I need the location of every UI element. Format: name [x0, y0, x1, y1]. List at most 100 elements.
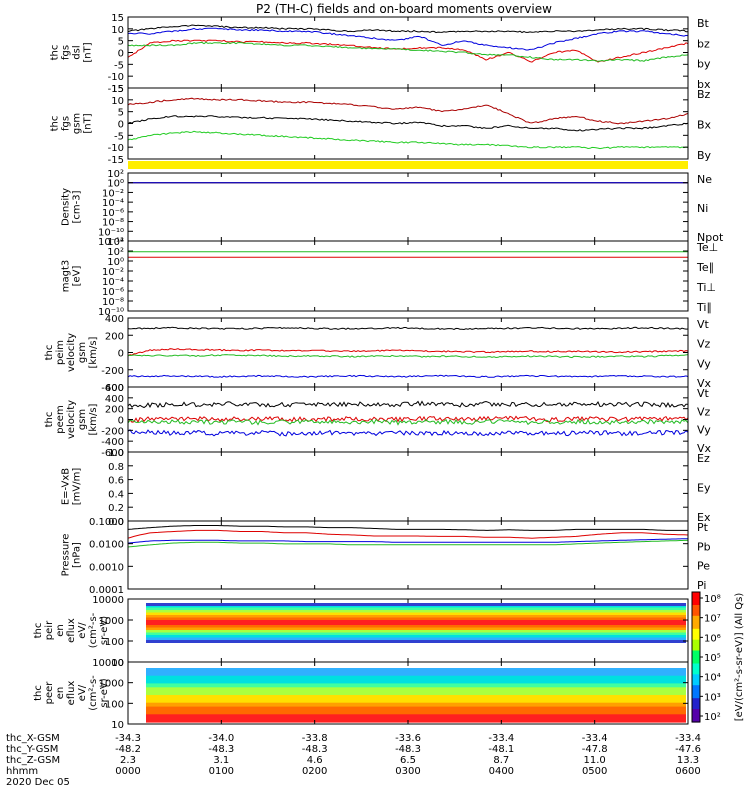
y-axis-label-line: dsl: [72, 45, 83, 59]
y-tick-label: -10: [108, 143, 124, 154]
footer-value: 4.6: [307, 755, 323, 766]
footer-value: -47.8: [582, 744, 608, 755]
legend-entry: by: [697, 58, 711, 71]
footer-date: 2020 Dec 05: [6, 777, 70, 788]
y-tick-label: 200: [105, 405, 124, 416]
y-axis-label: thc peer en eflux eV/(cm²-s-sr-eV): [33, 675, 110, 711]
y-axis-label-line: thc: [44, 345, 55, 361]
y-tick-label: 10⁻¹⁰: [98, 227, 124, 238]
panel-pressure: 0.1000 0.0100 0.0010 0.0001 Pressure [nPa] Pt P…: [61, 517, 711, 596]
heatmap-band: [146, 635, 686, 639]
y-axis-label-line: sr-eV): [99, 616, 110, 645]
footer-row-label: thc_X-GSM: [6, 733, 60, 744]
colorbar-segment: [692, 628, 700, 632]
y-tick-label: 10²: [107, 169, 124, 180]
colorbar-segment: [692, 620, 700, 623]
y-axis-label: Pressure [nPa]: [61, 534, 83, 577]
y-axis-label-line: [nPa]: [72, 542, 83, 568]
legend-entry: Ti⊥: [696, 281, 716, 294]
colorbar: 10⁸ 10⁷ 10⁶ 10⁵ 10⁴ 10³ 10² [eV/(cm²-s-sr-eV)] …: [691, 591, 745, 723]
footer-value: 8.7: [493, 755, 509, 766]
legend-entry: Vx: [697, 377, 712, 390]
legend-entry: Ex: [697, 511, 711, 524]
y-tick-label: -400: [101, 437, 124, 448]
footer-value: 0400: [489, 766, 514, 777]
y-axis-label-line: [km/s]: [88, 336, 99, 368]
heatmap-band: [146, 615, 686, 619]
y-tick-label: 10⁻²: [102, 267, 124, 278]
y-tick-label: 10⁴: [107, 237, 124, 248]
footer-row-label: hhmm: [6, 766, 38, 777]
y-axis-label: thc peir en eflux eV/(cm²-s-sr-eV): [33, 612, 110, 648]
colorbar-segment: [692, 678, 700, 682]
colorbar-segment: [692, 711, 700, 714]
y-tick-label: 10⁰: [107, 179, 124, 190]
heatmap-bottom-band: [146, 640, 686, 643]
footer-value: -47.6: [675, 744, 701, 755]
colorbar-segment: [692, 672, 700, 675]
colorbar-segment: [692, 641, 700, 645]
footer-value: -48.1: [488, 744, 514, 755]
y-axis-label-line: en: [55, 624, 66, 637]
y-tick-label: 0: [118, 349, 124, 360]
series-line-Vy: [127, 354, 689, 359]
y-axis-label-line: eV/: [77, 684, 88, 701]
y-axis-label-line: eflux: [66, 618, 77, 643]
colorbar-segment: [692, 670, 700, 673]
heatmap-band: [146, 610, 686, 614]
colorbar-segment: [692, 639, 700, 643]
y-tick-label: -15: [108, 155, 124, 166]
footer-value: 11.0: [584, 755, 606, 766]
y-axis-label-line: thc: [50, 116, 61, 132]
heatmap-top-band: [146, 603, 686, 606]
colorbar-segment: [692, 637, 700, 641]
y-tick-label: 0.4: [108, 489, 124, 500]
legend-entry: Ez: [697, 452, 710, 465]
legend-entry: Ey: [697, 482, 711, 495]
colorbar-label: [eV/(cm²-s-sr-eV)] (All Qs): [734, 593, 745, 722]
heatmap-band: [146, 612, 686, 616]
y-axis-label: thc peim velocity gsm [km/s]: [44, 333, 99, 372]
y-tick-label: 0.6: [108, 476, 124, 487]
colorbar-segment: [692, 709, 700, 712]
heatmap-band: [146, 617, 686, 621]
colorbar-segment: [692, 685, 700, 688]
y-axis-label: E=-VxB [mV/m]: [61, 468, 83, 506]
panel-frame: [127, 16, 689, 89]
legend-entry: Ti∥: [696, 301, 712, 314]
series-line-Bz: [127, 97, 689, 125]
colorbar-tick-label: 10³: [704, 692, 721, 703]
y-axis-label-line: eV/: [77, 622, 88, 639]
time-axis-footer: thc_X-GSM -34.3 -34.0 -33.8 -33.6 -33.4 -33.4-…: [6, 733, 701, 788]
panel-frame: [127, 451, 689, 522]
series-line-Vx: [127, 374, 689, 378]
y-tick-label: -5: [114, 60, 124, 71]
footer-value: -33.4: [488, 733, 514, 744]
legend-entry: Ne: [697, 173, 712, 186]
y-axis-label-line: thc: [33, 685, 44, 701]
heatmap-band: [146, 632, 686, 636]
y-tick-label: -200: [101, 366, 124, 377]
heatmap-band: [146, 714, 686, 719]
y-tick-label: 0: [118, 49, 124, 60]
heatmap-band: [146, 718, 686, 723]
footer-value: -33.4: [582, 733, 608, 744]
colorbar-segment: [692, 674, 700, 678]
footer-value: 0500: [582, 766, 607, 777]
y-tick-label: 15: [111, 84, 124, 95]
series-line-Vz: [127, 415, 689, 424]
colorbar-segment: [692, 605, 700, 608]
colorbar-segment: [692, 713, 700, 717]
series-line-By: [127, 130, 689, 150]
y-tick-label: 0.0001: [89, 585, 124, 596]
series-line-Vt: [127, 400, 689, 409]
y-tick-label: -10: [108, 72, 124, 83]
legend-entry: bx: [697, 78, 711, 91]
y-tick-label: 10000: [92, 595, 124, 606]
y-axis-label-line: [cm-3]: [72, 190, 83, 223]
y-axis-label-line: gsm: [77, 409, 88, 430]
colorbar-tick-label: 10⁴: [704, 673, 721, 684]
y-axis-label-line: gsm: [77, 342, 88, 363]
